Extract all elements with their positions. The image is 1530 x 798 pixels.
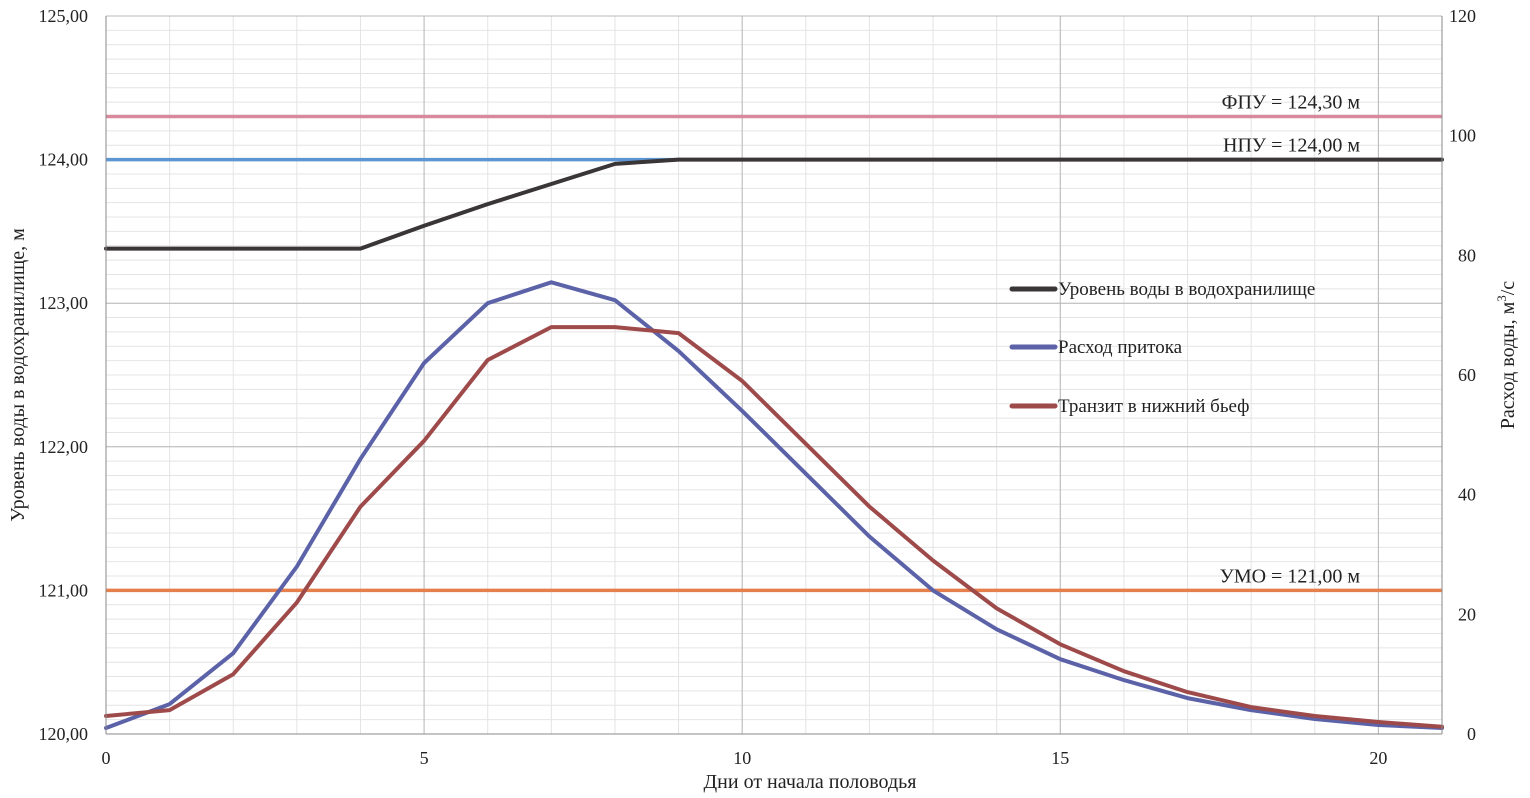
y-right-tick-label: 80 xyxy=(1458,245,1476,265)
y-axis-right-label: Расход воды, м3/с xyxy=(1494,281,1519,430)
y-right-tick-label: 60 xyxy=(1458,365,1476,385)
y-left-tick-label: 125,00 xyxy=(39,6,89,26)
y-right-tick-label: 40 xyxy=(1458,485,1476,505)
y-left-tick-label: 124,00 xyxy=(39,150,89,170)
x-axis-label: Дни от начала половодья xyxy=(704,771,917,793)
y-left-tick-label: 122,00 xyxy=(39,437,89,457)
reference-line-label: УМО = 121,00 м xyxy=(1220,565,1361,587)
x-tick-label: 0 xyxy=(102,748,111,768)
y-axis-right-label-main: Расход воды, м xyxy=(1497,301,1519,429)
y-axis-left-label: Уровень воды в водохранилище, м xyxy=(7,228,29,522)
x-tick-label: 20 xyxy=(1369,748,1387,768)
series-lines xyxy=(104,157,1444,730)
series-line xyxy=(104,157,1444,251)
y-left-tick-label: 121,00 xyxy=(39,580,89,600)
x-tick-label: 5 xyxy=(420,748,429,768)
series-line xyxy=(104,280,1444,730)
y-right-tick-label: 100 xyxy=(1449,126,1476,146)
x-tick-label: 10 xyxy=(733,748,751,768)
legend-label: Расход притока xyxy=(1058,337,1183,358)
legend: Уровень воды в водохранилище Расход прито… xyxy=(1009,279,1315,417)
y-axis-right-label-suffix: /с xyxy=(1497,281,1519,296)
tick-labels: 0 5 10 15 20 120,00 121,00 122,00 123,00 124,00 12… xyxy=(39,6,1477,768)
legend-label: Транзит в нижний бьеф xyxy=(1058,396,1249,417)
y-right-tick-label: 0 xyxy=(1467,724,1476,744)
axes xyxy=(105,16,1443,735)
x-tick-label: 15 xyxy=(1051,748,1069,768)
grid-minor xyxy=(105,15,1443,735)
y-left-tick-label: 123,00 xyxy=(39,293,89,313)
legend-label: Уровень воды в водохранилище xyxy=(1058,279,1315,300)
y-right-tick-label: 120 xyxy=(1449,6,1476,26)
reference-line-label: ФПУ = 124,30 м xyxy=(1222,92,1361,114)
y-right-tick-label: 20 xyxy=(1458,604,1476,624)
series-line xyxy=(104,325,1444,729)
y-left-tick-label: 120,00 xyxy=(39,724,89,744)
reference-line-label: НПУ = 124,00 м xyxy=(1223,135,1360,157)
y-axis-right-label-sup: 3 xyxy=(1494,295,1509,302)
